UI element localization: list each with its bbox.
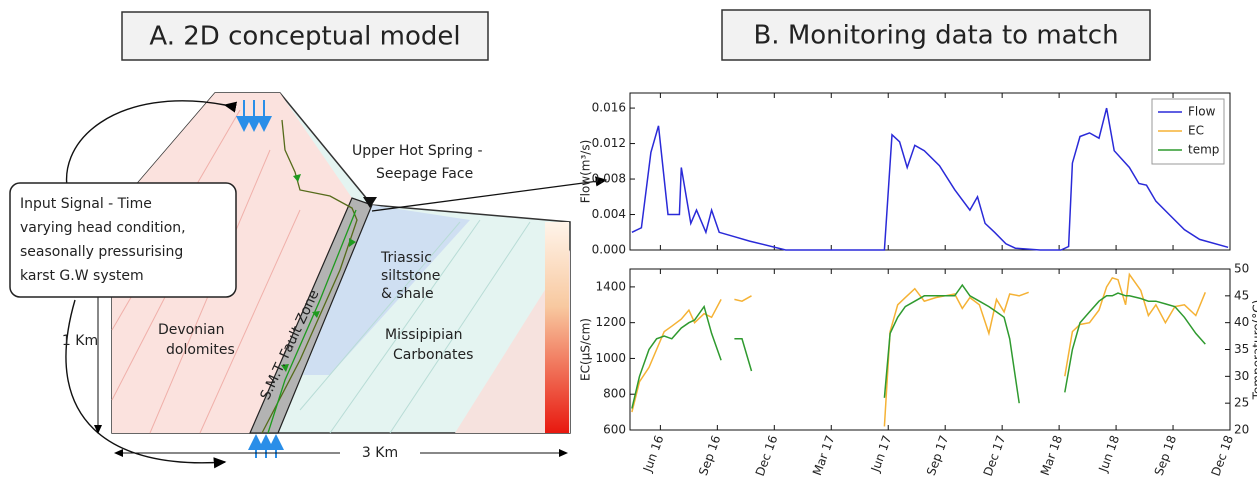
flow-arrows — [281, 174, 356, 372]
x-tick-label: Sep 16 — [696, 433, 723, 477]
y-tick-label: 1000 — [595, 351, 626, 365]
y2-tick-label: 20 — [1234, 423, 1249, 437]
x-tick-label: Jun 18 — [1096, 433, 1122, 474]
x-tick-label: Sep 18 — [1152, 433, 1179, 477]
triassic-layer — [303, 205, 470, 375]
data-line — [631, 283, 1206, 409]
charts: 0.000 0.004 0.008 0.012 0.016 Flow(m³/s) Flow E… — [579, 92, 1257, 478]
y-tick-label: 800 — [603, 387, 626, 401]
x-tick-label: Dec 17 — [981, 433, 1009, 478]
y-tick-label: 1400 — [595, 279, 626, 293]
bedding-lines — [299, 219, 531, 434]
y-tick-label: 1200 — [595, 315, 626, 329]
signal-text: Input Signal - Time varying head conditio… — [20, 196, 186, 284]
panel-a: A. 2D conceptual model Input Sig — [9, 11, 608, 469]
signal-arrow — [65, 100, 238, 201]
x-tick-label: Mar 18 — [1038, 433, 1065, 477]
link-arrow — [371, 176, 608, 212]
title-box — [721, 9, 1151, 61]
x-tick-label: Dec 18 — [1208, 433, 1236, 478]
signal-arrow — [65, 299, 227, 469]
y2-tick-label: 45 — [1234, 288, 1249, 302]
y2-tick-label: 30 — [1234, 369, 1249, 383]
y-tick-label: 0.012 — [592, 136, 626, 150]
panel-title: A. 2D conceptual model — [149, 22, 460, 52]
right-layer — [455, 250, 570, 433]
missipipian-label: Missipipian Carbonates — [385, 327, 473, 363]
y-tick-label: 0.004 — [592, 207, 626, 221]
signal-box — [9, 182, 237, 298]
y-tick-label: 600 — [603, 423, 626, 437]
data-line — [631, 107, 1229, 251]
temperature-gradient — [545, 222, 569, 433]
spring-symbol — [363, 197, 377, 208]
legend-label: Flow — [1188, 105, 1216, 119]
y2-tick-label: 35 — [1234, 342, 1249, 356]
flow-path — [267, 209, 357, 434]
y-tick-label: 0.000 — [592, 243, 626, 257]
title-box — [121, 11, 489, 61]
legend-label: temp — [1188, 143, 1219, 157]
y-axis-label: EC(µS/cm) — [579, 318, 593, 381]
x-tick-label: Mar 17 — [810, 433, 837, 477]
x-tick-label: Dec 16 — [753, 433, 781, 478]
legend-label: EC — [1188, 124, 1204, 138]
plot-frame — [629, 92, 1231, 251]
data-line — [631, 272, 1206, 427]
y2-tick-label: 25 — [1234, 396, 1249, 410]
y-axis-label: Flow(m³/s) — [579, 140, 593, 204]
devonian-label: Devonian dolomites — [158, 322, 235, 358]
x-tick-label: Sep 17 — [924, 433, 951, 477]
triassic-label: Triassic siltstone & shale — [380, 250, 440, 302]
height-label: 1 Km — [62, 333, 98, 349]
y2-axis-label: Temperature(°C) — [1251, 300, 1257, 401]
y-tick-label: 0.008 — [592, 172, 626, 186]
legend: Flow EC temp — [1151, 98, 1225, 165]
y2-tick-label: 50 — [1234, 262, 1249, 276]
recharge-arrows — [236, 100, 284, 458]
spring-label: Upper Hot Spring -Seepage Face — [352, 143, 483, 182]
x-tick-label: Jun 16 — [640, 433, 666, 474]
panel-title: B. Monitoring data to match — [753, 21, 1118, 51]
width-label: 3 Km — [362, 445, 398, 461]
x-tick-label: Jun 17 — [868, 433, 894, 474]
plot-frame — [629, 268, 1231, 431]
y-tick-label: 0.016 — [592, 101, 626, 115]
y2-tick-label: 40 — [1234, 315, 1249, 329]
flow-path — [261, 119, 358, 434]
